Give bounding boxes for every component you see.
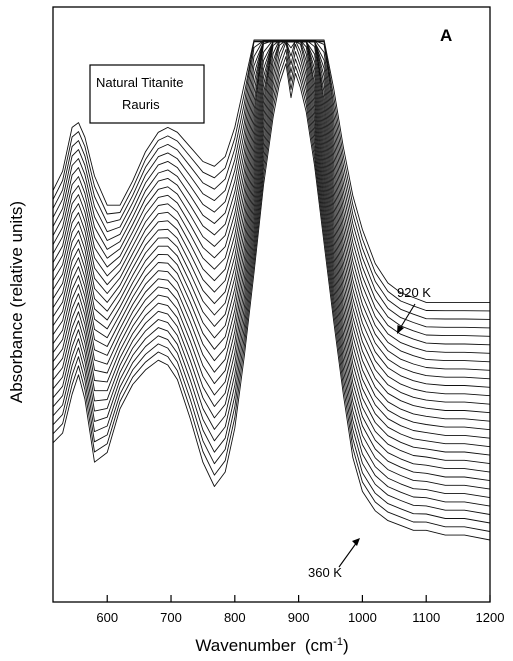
spectrum-line <box>52 39 491 473</box>
annotation-360k-arrow <box>338 541 358 568</box>
sample-legend-frame <box>89 64 205 124</box>
annotation-360k-label: 360 K <box>308 565 342 580</box>
spectrum-line <box>52 40 491 320</box>
x-tick-label: 700 <box>160 610 182 625</box>
spectrum-line <box>52 40 491 329</box>
x-tick-label: 800 <box>224 610 246 625</box>
sample-legend-box: Natural Titanite Rauris <box>89 64 205 124</box>
x-axis-title-main: Wavenumber <box>195 636 296 655</box>
annotation-920k-arrow <box>398 303 416 331</box>
annotation-920k-arrowhead <box>397 325 404 334</box>
x-tick-label: 1100 <box>412 610 440 625</box>
x-axis-title-unit-close: ) <box>343 636 349 655</box>
annotation-360k: 360 K <box>308 538 360 580</box>
spectrum-line <box>52 40 491 490</box>
annotation-360k-arrowhead <box>352 538 360 546</box>
x-axis-ticks: 600 700 800 900 1000 1100 1200 <box>96 595 504 625</box>
x-axis-title-unit: (cm <box>305 636 333 655</box>
spectrum-line <box>52 41 491 448</box>
spectrum-line <box>52 63 491 541</box>
spectrum-line <box>52 40 491 465</box>
spectrum-line <box>52 41 491 482</box>
x-tick-label: 600 <box>96 610 118 625</box>
spectrum-line <box>52 39 491 439</box>
x-axis-title-unit-sup: -1 <box>333 636 343 648</box>
spectrum-line <box>52 41 491 312</box>
spectrum-line <box>52 40 491 499</box>
x-tick-label: 900 <box>288 610 310 625</box>
x-axis-title: Wavenumber (cm-1) <box>195 636 348 655</box>
sample-name: Natural Titanite <box>96 75 183 90</box>
spectrum-line <box>52 41 491 414</box>
spectrum-line <box>52 39 491 507</box>
spectrum-line <box>52 40 491 431</box>
sample-locality: Rauris <box>122 97 160 112</box>
spectrum-line <box>52 39 491 405</box>
spectrum-line <box>52 40 491 422</box>
annotation-920k-label: 920 K <box>397 285 431 300</box>
y-axis-title: Absorbance (relative units) <box>7 201 26 403</box>
spectrum-line <box>52 49 491 524</box>
plot-frame <box>52 6 491 603</box>
spectrum-line <box>52 39 490 303</box>
x-tick-label: 1000 <box>348 610 377 625</box>
panel-label: A <box>440 26 452 45</box>
x-tick-label: 1200 <box>476 610 505 625</box>
annotation-920k: 920 K <box>397 285 431 334</box>
spectrum-line <box>52 41 491 515</box>
spectrum-line <box>52 40 491 456</box>
spectra-group <box>52 39 491 541</box>
spectrum-line <box>52 56 491 532</box>
